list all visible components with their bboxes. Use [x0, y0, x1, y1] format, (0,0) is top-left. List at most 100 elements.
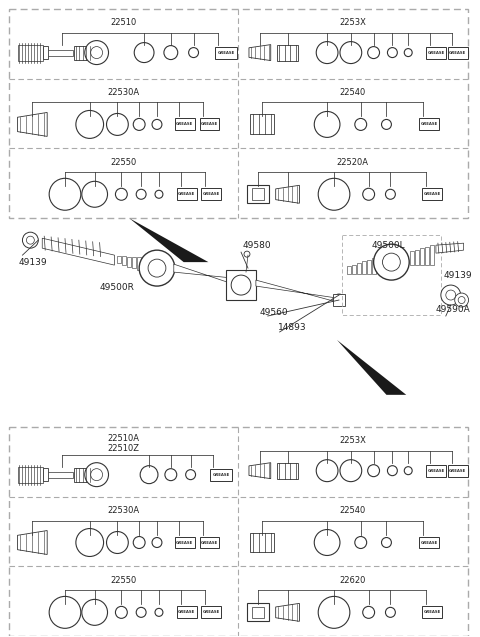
Circle shape: [316, 41, 338, 64]
Bar: [132, 257, 136, 268]
Bar: [372, 259, 375, 274]
Circle shape: [23, 233, 38, 248]
Polygon shape: [249, 462, 271, 478]
Circle shape: [363, 189, 374, 200]
Bar: [276, 45, 299, 61]
Bar: [43, 47, 48, 59]
Polygon shape: [276, 603, 300, 621]
Text: GREASE: GREASE: [203, 192, 220, 196]
Circle shape: [82, 182, 108, 207]
Bar: [357, 263, 361, 274]
Text: GREASE: GREASE: [427, 469, 444, 473]
Circle shape: [115, 189, 127, 200]
Polygon shape: [276, 185, 300, 203]
Circle shape: [387, 466, 397, 476]
Bar: [347, 266, 351, 274]
Circle shape: [49, 596, 81, 628]
Text: GREASE: GREASE: [420, 122, 438, 126]
Bar: [216, 47, 237, 59]
Circle shape: [404, 48, 412, 57]
Text: 22520A: 22520A: [337, 158, 369, 167]
Circle shape: [455, 293, 468, 307]
Bar: [425, 247, 429, 265]
Circle shape: [314, 529, 340, 555]
Circle shape: [26, 236, 35, 244]
Circle shape: [165, 469, 177, 481]
Bar: [202, 189, 221, 200]
Polygon shape: [17, 113, 47, 136]
Bar: [252, 606, 264, 618]
Bar: [247, 603, 269, 621]
Bar: [175, 536, 194, 548]
Text: GREASE: GREASE: [178, 610, 195, 614]
Text: 49560: 49560: [260, 308, 288, 317]
Bar: [250, 533, 274, 552]
Polygon shape: [249, 45, 271, 61]
Bar: [137, 257, 141, 270]
Bar: [9, 9, 468, 218]
Polygon shape: [174, 264, 233, 284]
Text: GREASE: GREASE: [203, 610, 220, 614]
Circle shape: [133, 118, 145, 131]
Circle shape: [355, 536, 367, 548]
Text: 22550: 22550: [110, 158, 136, 167]
Bar: [48, 471, 73, 478]
Text: GREASE: GREASE: [201, 122, 218, 126]
Circle shape: [186, 469, 195, 480]
Polygon shape: [17, 531, 47, 554]
Text: GREASE: GREASE: [201, 541, 218, 545]
Bar: [177, 189, 196, 200]
Bar: [367, 260, 371, 274]
Polygon shape: [256, 280, 337, 302]
Circle shape: [189, 48, 199, 57]
Circle shape: [446, 290, 456, 300]
Circle shape: [404, 467, 412, 475]
Bar: [127, 257, 131, 266]
Circle shape: [152, 119, 162, 129]
Circle shape: [340, 41, 362, 64]
Circle shape: [107, 113, 128, 136]
Text: 2253X: 2253X: [339, 436, 366, 445]
Text: 22550: 22550: [110, 576, 136, 585]
Circle shape: [244, 251, 250, 257]
Bar: [74, 468, 92, 482]
Bar: [202, 606, 221, 619]
Bar: [19, 45, 43, 61]
Bar: [200, 118, 219, 131]
Text: 49139: 49139: [444, 271, 472, 280]
Bar: [19, 467, 43, 483]
Bar: [252, 189, 264, 200]
Circle shape: [140, 466, 158, 483]
Circle shape: [115, 606, 127, 619]
Circle shape: [385, 607, 396, 617]
Polygon shape: [436, 243, 464, 253]
Circle shape: [139, 250, 175, 286]
Circle shape: [355, 118, 367, 131]
Circle shape: [385, 189, 396, 199]
Circle shape: [383, 253, 400, 271]
Bar: [175, 118, 194, 131]
Bar: [419, 536, 439, 548]
Text: GREASE: GREASE: [217, 50, 235, 55]
Bar: [43, 468, 48, 481]
Text: 22620: 22620: [340, 576, 366, 585]
Bar: [118, 255, 121, 262]
Bar: [448, 464, 468, 476]
Bar: [200, 536, 219, 548]
Bar: [342, 235, 441, 315]
Text: GREASE: GREASE: [178, 192, 195, 196]
Bar: [333, 294, 345, 306]
Bar: [430, 245, 434, 265]
Circle shape: [136, 189, 146, 199]
Bar: [410, 251, 414, 265]
Bar: [122, 256, 126, 264]
Circle shape: [458, 297, 465, 304]
Text: 49139: 49139: [19, 258, 47, 267]
Polygon shape: [42, 238, 114, 265]
Text: GREASE: GREASE: [176, 122, 193, 126]
Circle shape: [314, 111, 340, 138]
Text: GREASE: GREASE: [176, 541, 193, 545]
Bar: [226, 270, 256, 300]
Text: 14893: 14893: [277, 323, 306, 332]
Text: 22530A: 22530A: [108, 506, 139, 515]
